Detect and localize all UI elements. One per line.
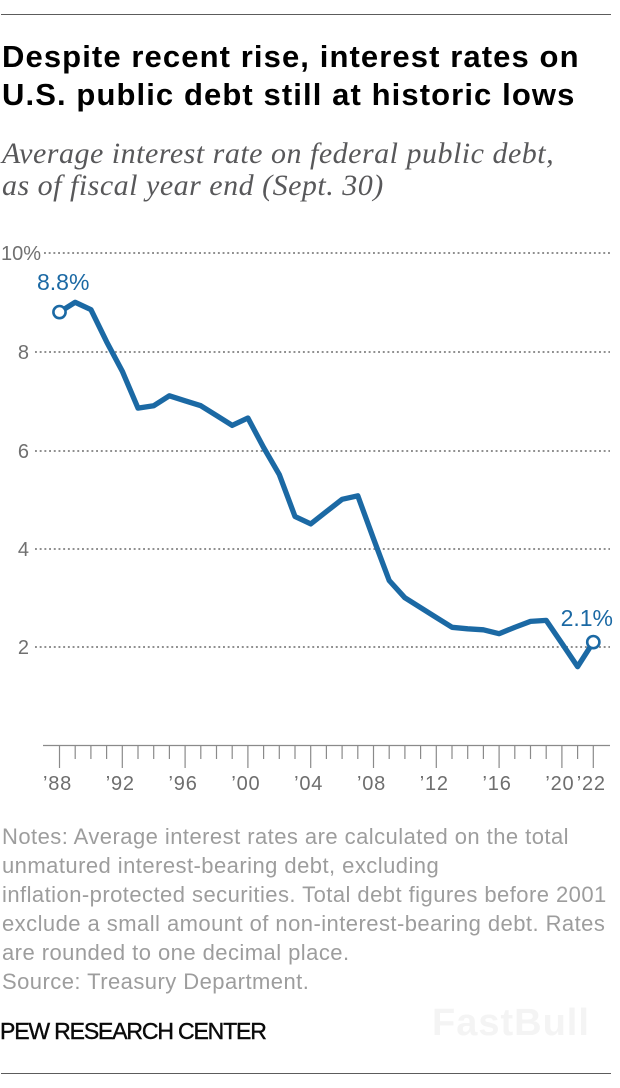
svg-text:8: 8: [18, 342, 29, 364]
svg-text:’12: ’12: [420, 773, 449, 795]
svg-text:6: 6: [18, 441, 29, 463]
svg-text:8.8%: 8.8%: [37, 269, 89, 295]
svg-text:10%: 10%: [1, 243, 41, 265]
svg-text:’00: ’00: [231, 773, 260, 795]
svg-text:4: 4: [18, 539, 29, 561]
svg-text:’96: ’96: [169, 773, 198, 795]
svg-text:’22: ’22: [577, 773, 606, 795]
svg-text:2: 2: [18, 637, 29, 659]
svg-text:’20: ’20: [545, 773, 574, 795]
svg-text:2.1%: 2.1%: [561, 605, 613, 631]
svg-text:’16: ’16: [483, 773, 512, 795]
svg-text:’88: ’88: [43, 773, 72, 795]
svg-text:’08: ’08: [357, 773, 386, 795]
svg-text:’04: ’04: [294, 773, 323, 795]
svg-text:’92: ’92: [106, 773, 135, 795]
